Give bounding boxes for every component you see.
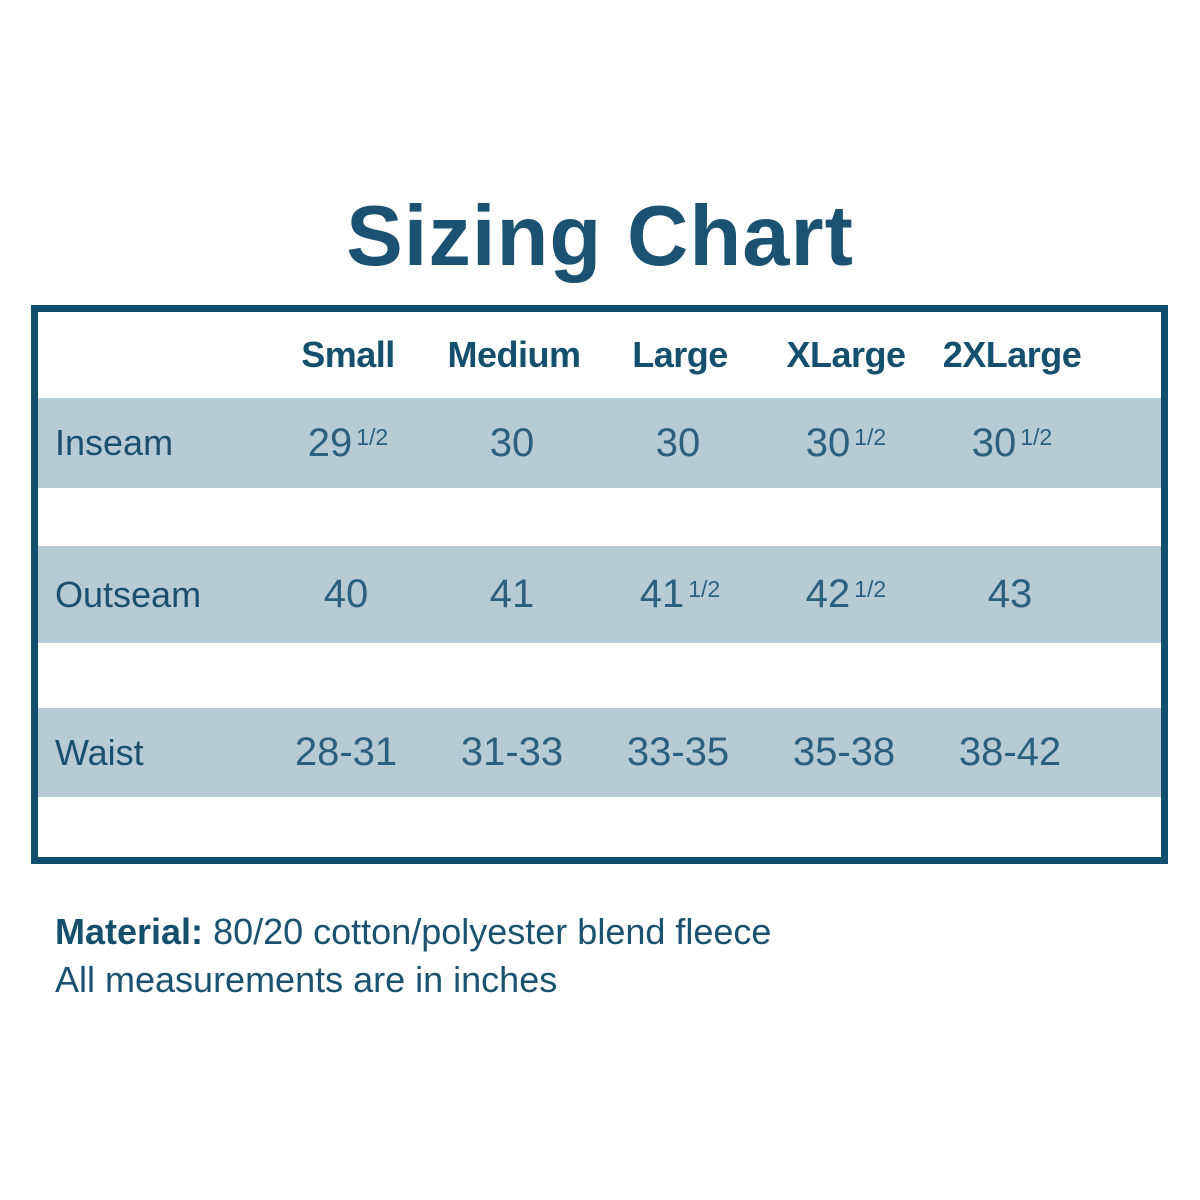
material-value: 80/20 cotton/polyester blend fleece (213, 911, 772, 952)
size-value: 31-33 (460, 730, 564, 774)
size-value: 38-42 (958, 730, 1062, 774)
fraction-superscript: 1/2 (854, 424, 887, 451)
footer-notes: Material: 80/20 cotton/polyester blend f… (55, 908, 771, 1003)
table-row-inseam: Inseam 29 1/2 30 30 30 1/2 30 1/2 (38, 398, 1161, 488)
material-line: Material: 80/20 cotton/polyester blend f… (55, 908, 771, 956)
measurements-note: All measurements are in inches (55, 958, 558, 1000)
row-label-inseam: Inseam (55, 422, 174, 463)
cell-outseam-large: 41 1/2 (597, 572, 763, 617)
cell-outseam-xlarge: 42 1/2 (763, 572, 929, 617)
cell-waist-medium: 31-33 (431, 730, 597, 775)
cell-waist-large: 33-35 (597, 730, 763, 775)
column-header-small: Small (301, 334, 395, 375)
size-value: 40 (323, 572, 369, 616)
size-value: 35-38 (792, 730, 896, 774)
material-label: Material: (55, 911, 204, 952)
size-value: 33-35 (626, 730, 730, 774)
cell-inseam-xlarge: 30 1/2 (763, 421, 929, 466)
column-header-xlarge: XLarge (786, 334, 906, 375)
size-value: 30 (971, 420, 1017, 465)
cell-waist-xlarge: 35-38 (763, 730, 929, 775)
size-value: 42 (805, 572, 851, 616)
fraction-superscript: 1/2 (854, 575, 887, 602)
table-row-waist: Waist 28-31 31-33 33-35 35-38 38-42 (38, 708, 1161, 797)
column-header-medium: Medium (447, 334, 581, 375)
column-header-2xlarge: 2XLarge (942, 334, 1082, 375)
cell-outseam-medium: 41 (431, 572, 597, 617)
fraction-superscript: 1/2 (688, 575, 721, 602)
table-row-outseam: Outseam 40 41 41 1/2 42 1/2 43 (38, 546, 1161, 643)
cell-inseam-small: 29 1/2 (265, 421, 431, 466)
cell-waist-small: 28-31 (265, 730, 431, 775)
sizing-table: Small Medium Large XLarge 2XLarge Inseam… (31, 305, 1168, 864)
cell-outseam-small: 40 (265, 572, 431, 617)
column-header-large: Large (632, 334, 728, 375)
cell-inseam-medium: 30 (431, 421, 597, 466)
size-value: 41 (489, 572, 535, 616)
row-label-outseam: Outseam (55, 573, 202, 615)
row-label-waist: Waist (55, 731, 144, 773)
table-header-row: Small Medium Large XLarge 2XLarge (38, 312, 1161, 398)
size-value: 30 (805, 420, 851, 465)
cell-inseam-2xlarge: 30 1/2 (929, 421, 1095, 466)
cell-outseam-2xlarge: 43 (929, 572, 1095, 617)
size-value: 30 (655, 420, 701, 465)
size-value: 29 (307, 420, 353, 465)
size-value: 41 (639, 572, 685, 616)
size-value: 30 (489, 420, 535, 465)
size-value: 28-31 (294, 730, 398, 774)
fraction-superscript: 1/2 (1020, 424, 1053, 451)
cell-inseam-large: 30 (597, 421, 763, 466)
page-title: Sizing Chart (346, 189, 854, 284)
row-spacer (38, 643, 1161, 708)
cell-waist-2xlarge: 38-42 (929, 730, 1095, 775)
fraction-superscript: 1/2 (356, 424, 389, 451)
size-value: 43 (987, 572, 1033, 616)
row-spacer (38, 488, 1161, 546)
